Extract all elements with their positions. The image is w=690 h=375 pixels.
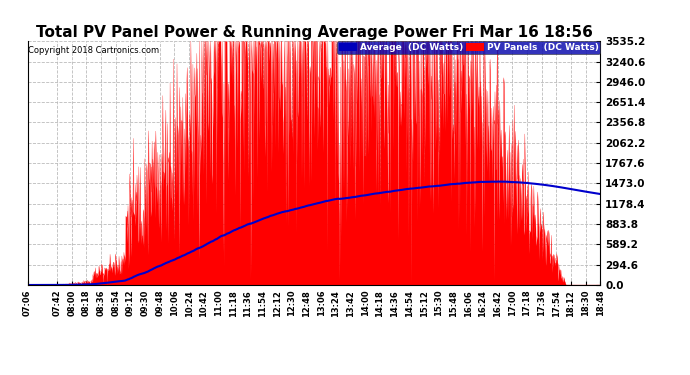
Title: Total PV Panel Power & Running Average Power Fri Mar 16 18:56: Total PV Panel Power & Running Average P…	[35, 25, 593, 40]
Legend: Average  (DC Watts), PV Panels  (DC Watts): Average (DC Watts), PV Panels (DC Watts)	[337, 41, 600, 54]
Text: Copyright 2018 Cartronics.com: Copyright 2018 Cartronics.com	[28, 46, 159, 55]
